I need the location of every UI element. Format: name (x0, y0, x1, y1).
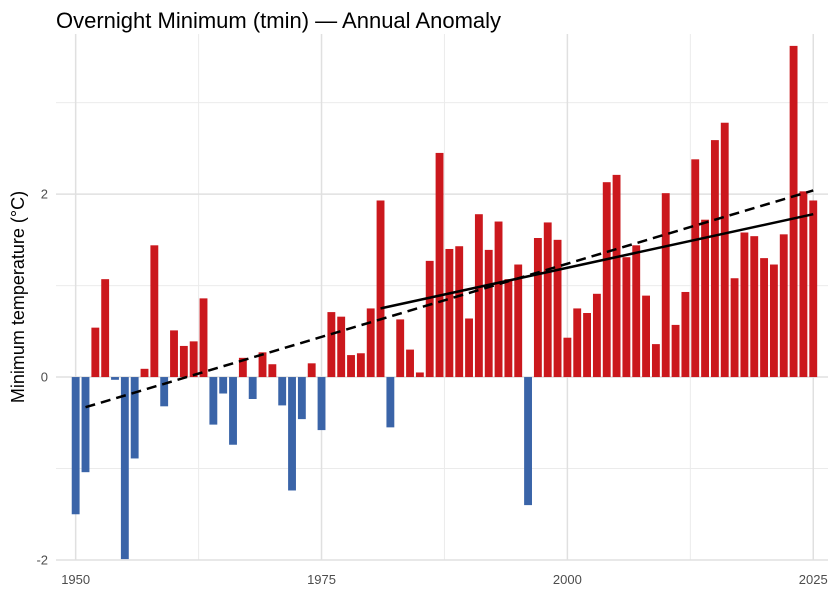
anomaly-bar (474, 214, 483, 378)
trend-line-solid (380, 212, 814, 310)
anomaly-bar (297, 377, 306, 420)
anomaly-bar (425, 260, 434, 378)
anomaly-bar (543, 222, 552, 378)
anomaly-bar (563, 337, 572, 378)
anomaly-bar (642, 295, 650, 378)
anomaly-bar (160, 377, 169, 407)
anomaly-bar (111, 377, 119, 380)
anomaly-bar (229, 377, 237, 445)
anomaly-bar (71, 377, 80, 515)
anomaly-bar (602, 182, 611, 378)
anomaly-bar (101, 279, 110, 378)
anomaly-bar (307, 363, 316, 378)
anomaly-bar (455, 246, 464, 378)
anomaly-bar (651, 344, 660, 378)
anomaly-bar (799, 191, 808, 378)
anomaly-bar (632, 245, 641, 378)
anomaly-bar (612, 174, 621, 378)
anomaly-bar (553, 239, 562, 378)
anomaly-bar (130, 377, 139, 459)
anomaly-bar (514, 264, 523, 378)
anomaly-bar (268, 364, 277, 378)
anomaly-bar (671, 324, 680, 378)
anomaly-bar (219, 377, 228, 394)
anomaly-bar (573, 308, 582, 378)
anomaly-bar (327, 312, 336, 378)
bar-layer (71, 45, 818, 560)
anomaly-bar (583, 313, 591, 378)
anomaly-bar (691, 159, 700, 378)
y-tick-label: 2 (41, 187, 48, 202)
anomaly-bar (484, 249, 493, 378)
y-tick-label: 0 (41, 370, 48, 385)
anomaly-bar (396, 319, 405, 378)
chart-title: Overnight Minimum (tmin) — Annual Anomal… (56, 8, 502, 33)
anomaly-bar (347, 355, 355, 378)
anomaly-bar (779, 234, 788, 378)
anomaly-bar (150, 245, 159, 378)
y-axis-title: Minimum temperature (°C) (8, 191, 28, 403)
anomaly-bar (81, 377, 90, 473)
trend-layer (85, 189, 814, 409)
anomaly-bar (317, 377, 326, 431)
anomaly-bar (661, 193, 670, 378)
anomaly-bar (91, 327, 100, 378)
anomaly-bar (622, 257, 631, 378)
anomaly-bar (415, 372, 424, 378)
tick-layer: -2 0 2 1950 1975 2000 2025 (36, 187, 827, 587)
anomaly-bar (533, 237, 542, 378)
x-tick-label: 2025 (799, 572, 828, 587)
anomaly-bar (592, 293, 601, 378)
anomaly-bar (740, 232, 749, 378)
anomaly-bar (730, 278, 739, 378)
anomaly-bar (120, 377, 129, 560)
x-tick-label: 1950 (61, 572, 90, 587)
anomaly-bar (258, 352, 267, 378)
anomaly-bar (435, 152, 444, 378)
anomaly-bar (386, 377, 395, 428)
anomaly-bar (720, 122, 729, 378)
anomaly-bar (209, 377, 218, 425)
anomaly-bar (681, 291, 690, 378)
anomaly-bar (710, 140, 719, 378)
anomaly-bar (789, 45, 798, 378)
anomaly-bar (170, 330, 178, 378)
trend-line-dashed (85, 189, 814, 409)
anomaly-bar (524, 377, 532, 506)
anomaly-bar (701, 219, 710, 378)
anomaly-bar (376, 200, 385, 378)
anomaly-bar (760, 258, 769, 378)
anomaly-bar (465, 318, 473, 378)
anomaly-bar (199, 298, 208, 378)
anomaly-bar (248, 377, 257, 399)
anomaly-bar (288, 377, 296, 491)
anomaly-bar (366, 308, 375, 378)
x-tick-label: 1975 (307, 572, 336, 587)
anomaly-bar (494, 221, 503, 378)
anomaly-bar (769, 264, 778, 378)
anomaly-bar (337, 316, 346, 378)
anomaly-bar (140, 368, 149, 378)
anomaly-bar (189, 341, 198, 378)
anomaly-bar (278, 377, 287, 406)
anomaly-bar (750, 236, 759, 378)
anomaly-bar (356, 353, 365, 378)
anomaly-bar (504, 279, 513, 378)
anomaly-bar (179, 345, 188, 378)
anomaly-bar (406, 349, 414, 378)
y-tick-label: -2 (36, 553, 48, 568)
x-tick-label: 2000 (553, 572, 582, 587)
anomaly-bar (809, 200, 818, 378)
anomaly-bar (238, 357, 247, 378)
anomaly-bar (445, 248, 454, 378)
